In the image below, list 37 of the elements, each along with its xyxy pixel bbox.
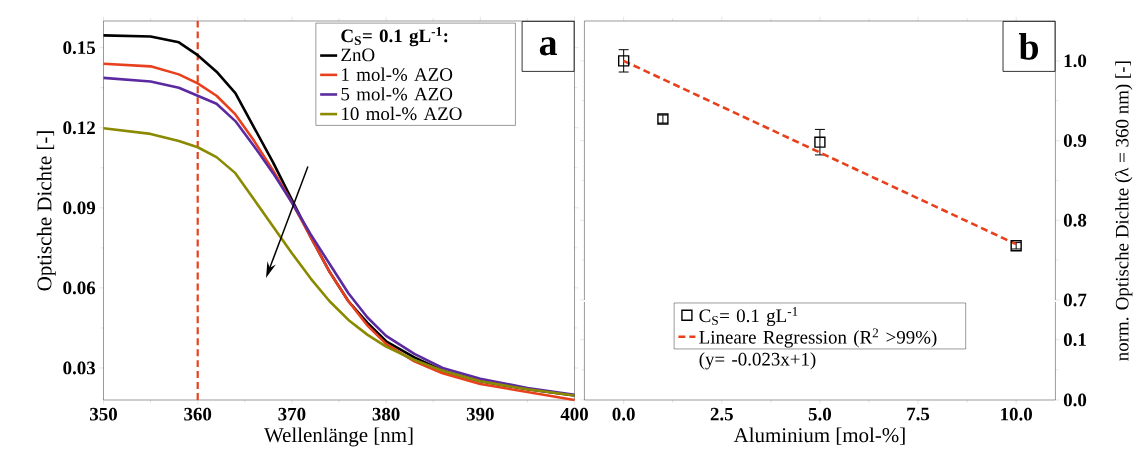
y-tick-label: 0.12 <box>63 121 95 135</box>
annotation: b <box>1018 33 1038 60</box>
x-tick-label: 390 <box>466 407 494 421</box>
text: Lineare Regression (R$^{2}$ >99%) (y= -0.023x+1) <box>699 328 937 370</box>
y-tick-label: 0.15 <box>63 41 96 55</box>
x-tick-label: 380 <box>372 407 400 421</box>
y-tick-label: 0.06 <box>63 281 96 295</box>
legend-label: 1 mol-% AZO <box>342 67 453 81</box>
y-tick-label: 0.0 <box>1063 393 1087 407</box>
x-tick-label: 5.0 <box>808 407 832 421</box>
x-tick-label: 400 <box>560 407 588 421</box>
legend-label: C$_{S}$= 0.1 gL$^{-1}$ <box>699 306 798 327</box>
x-tick-label: 10.0 <box>1001 407 1032 421</box>
x-tick-label: 350 <box>90 407 117 421</box>
legend-label: 10 mol-% AZO <box>342 106 462 121</box>
x-axis-title: Aluminium [mol-%] <box>733 427 905 445</box>
x-tick-label: 360 <box>184 407 212 421</box>
legend-label: 5 mol-% AZO <box>341 87 453 101</box>
y-tick-label: 0.09 <box>63 201 96 215</box>
x-tick-label: 370 <box>278 407 306 421</box>
x-axis-title: Wellenlänge [nm] <box>264 427 413 447</box>
x-tick-label: 7.5 <box>907 407 930 421</box>
y-tick-label: 0.1 <box>1063 333 1086 347</box>
x-tick-label: 2.5 <box>710 407 733 421</box>
y-tick-label: 1.0 <box>1064 54 1087 68</box>
legend-title: C$_{S}$= 0.1 gL$^{-1}$: <box>341 27 448 47</box>
x-tick-label: 0.0 <box>612 407 635 421</box>
annotation: a <box>539 37 557 56</box>
point <box>617 55 630 67</box>
y-axis-title: norm. Optische Dichte (λ = 360 nm) [-] <box>1115 61 1133 361</box>
legend-label: ZnO <box>341 48 375 62</box>
y-tick-label: 0.7 <box>1063 293 1087 307</box>
y-axis-title: Optische Dichte [-] <box>36 131 56 291</box>
y-tick-label: 0.9 <box>1063 134 1087 147</box>
y-tick-label: 0.8 <box>1063 213 1087 227</box>
point <box>814 136 826 148</box>
y-tick-label: 0.03 <box>63 361 96 375</box>
